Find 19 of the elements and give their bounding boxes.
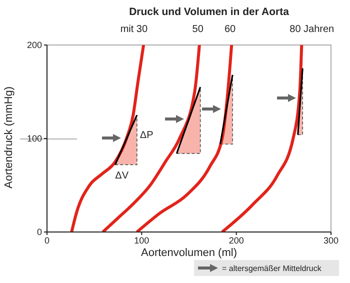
x-tick-label: 0 [44, 235, 50, 246]
annotation: ΔP [140, 130, 154, 141]
chart-title: Druck und Volumen in der Aorta [129, 6, 290, 18]
series-label: mit 30 [120, 24, 148, 35]
x-axis-title: Aortenvolumen (ml) [141, 246, 237, 259]
annotation: ΔV [115, 170, 129, 182]
x-tick-label: 300 [323, 235, 339, 246]
y-tick-label: 100 [26, 134, 42, 144]
y-tick-label: 0 [36, 227, 42, 238]
y-axis-title: Aortendruck (mmHg) [2, 86, 15, 188]
text: = altersgemäßer Mitteldruck [222, 264, 322, 272]
series-label: 60 [224, 24, 236, 35]
line-series [101, 45, 201, 232]
series-label: 80 Jahren [290, 24, 334, 35]
series-label: 50 [192, 24, 204, 35]
y-tick-label: 200 [26, 40, 42, 50]
x-tick-label: 100 [134, 235, 150, 246]
x-tick-label: 200 [228, 235, 244, 246]
line-series [220, 45, 304, 232]
